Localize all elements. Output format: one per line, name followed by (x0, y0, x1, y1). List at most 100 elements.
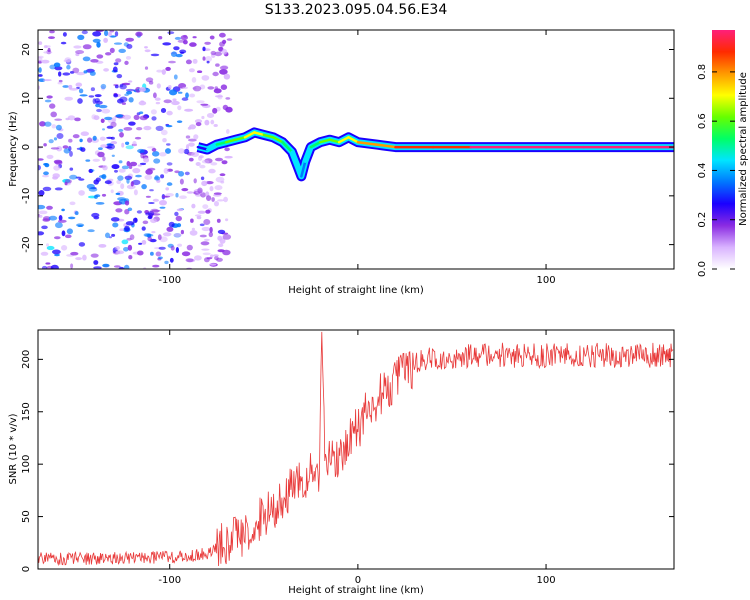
spectrogram-cell (127, 207, 133, 212)
spectrogram-cell (40, 59, 50, 64)
spectrogram-cell (160, 174, 165, 179)
spectrogram-cell (62, 32, 67, 37)
spectrogram-cell (185, 135, 191, 139)
spectrogram-cell (219, 32, 226, 38)
spectrogram-cell (219, 65, 229, 70)
spectrogram-cell (158, 36, 163, 40)
spectrogram-cell (92, 158, 101, 162)
spectrogram-cell (115, 58, 122, 63)
colorbar-tick-label: 0.4 (697, 162, 708, 178)
spectrogram-cell (89, 71, 96, 76)
spectrogram-cell (224, 155, 233, 159)
spectrogram-cell (75, 82, 83, 87)
spectrogram-cell (162, 232, 172, 237)
spectrogram-cell (201, 115, 205, 120)
spectrogram-cell (78, 88, 84, 94)
spectrogram-cell (100, 83, 107, 90)
spectrogram-cell (53, 165, 61, 171)
spectrogram-cell (96, 108, 102, 113)
y-tick-label: 0 (21, 566, 32, 572)
spectrogram-cell (203, 219, 211, 225)
spectrogram-cell (88, 95, 95, 98)
ridge-segment (271, 136, 284, 144)
spectrogram-cell (61, 208, 65, 212)
spectrogram-cell (136, 210, 142, 214)
spectrogram-cell (87, 137, 93, 143)
y-tick-label: 50 (21, 510, 32, 523)
spectrogram-cell (80, 131, 90, 136)
spectrogram-cell (54, 160, 63, 165)
spectrogram-cell (90, 169, 95, 172)
ridge-segment (309, 140, 322, 149)
spectrogram-cell (38, 41, 43, 45)
spectrogram-cell (46, 245, 55, 251)
spectrogram-cell (170, 245, 175, 251)
spectrogram-cell (214, 201, 219, 207)
spectrogram-cell (192, 36, 197, 39)
spectrogram-cell (124, 60, 129, 65)
colorbar-ticks: 0.0 0.2 0.4 0.6 0.8 (697, 64, 735, 277)
spectrogram-cell (207, 86, 215, 90)
spectrogram-cell (49, 103, 56, 109)
spectrogram-cell (149, 189, 154, 192)
spectrogram-cell (201, 159, 210, 164)
spectrogram-cell (221, 160, 228, 165)
spectrogram-cell (119, 83, 124, 88)
spectrogram-cell (126, 90, 133, 95)
spectrogram-cell (150, 208, 160, 214)
x-tick-label: -100 (158, 575, 181, 586)
spectrogram-cell (125, 56, 132, 60)
spectrogram-cell (66, 228, 73, 235)
spectrogram-noise-layer (38, 30, 233, 269)
spectrogram-cell (109, 47, 115, 54)
spectrogram-cell (155, 125, 164, 131)
spectrogram-cell (93, 194, 98, 199)
spectrogram-cell (186, 191, 194, 194)
spectrogram-cell (38, 55, 44, 59)
snr-panel: -100 0 100 0 50 100 150 200 Height of straight … (8, 329, 675, 596)
spectrogram-cell (175, 215, 182, 222)
ridge-segment (243, 131, 256, 139)
spectrogram-cell (165, 125, 173, 128)
spectrogram-cell (210, 119, 215, 125)
spectrogram-cell (111, 233, 116, 237)
spectrogram-cell (68, 84, 73, 90)
spectrogram-cell (226, 38, 233, 41)
y-tick-label: 10 (21, 92, 32, 105)
spectrogram-cell (105, 52, 112, 56)
spectrogram-cell (91, 114, 97, 120)
spectrogram-cell (159, 200, 167, 206)
spectrogram-cell (97, 151, 105, 158)
spectrogram-cell (193, 178, 197, 184)
spectrogram-cell (185, 59, 192, 65)
spectrogram-cell (54, 118, 63, 121)
spectrogram-cell (222, 234, 232, 240)
spectrogram-cell (111, 117, 117, 122)
spectrogram-cell (77, 98, 83, 104)
spectrogram-cell (78, 190, 85, 196)
spectrogram-ylabel: Frequency (Hz) (8, 111, 19, 187)
spectrogram-cell (69, 167, 74, 171)
ridge-segment (224, 138, 237, 144)
spectrogram-cell (112, 222, 119, 228)
spectrogram-cell (58, 79, 63, 83)
y-tick-label: 100 (21, 455, 32, 474)
spectrogram-cell (93, 216, 100, 220)
spectrogram-cell (44, 121, 52, 127)
spectrogram-cell (102, 156, 106, 162)
spectrogram-cell (40, 251, 49, 256)
spectrogram-cell (54, 187, 63, 191)
spectrogram-cell (48, 139, 54, 144)
spectrogram-cell (155, 251, 162, 257)
spectrogram-cell (66, 64, 71, 70)
spectrogram-cell (113, 265, 121, 268)
ridge-segment (300, 160, 307, 178)
snr-plot-frame (37, 329, 675, 570)
spectrogram-cell (132, 168, 141, 174)
spectrogram-cell (92, 98, 97, 104)
spectrogram-cell (125, 37, 134, 42)
y-tick-label: -20 (21, 236, 32, 252)
spectrogram-cell (38, 165, 41, 171)
ridge-segment (281, 140, 294, 154)
